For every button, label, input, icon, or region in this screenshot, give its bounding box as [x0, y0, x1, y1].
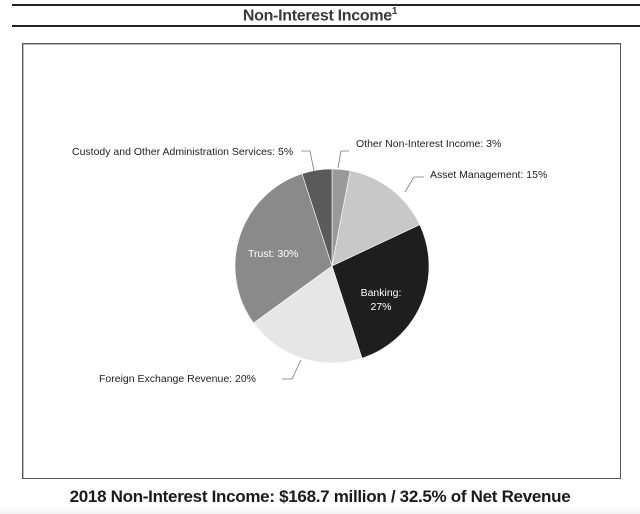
label-asset: Asset Management: 15% — [430, 169, 547, 181]
label-other: Other Non-Interest Income: 3% — [356, 138, 501, 150]
pie-slice-asset-management — [331, 170, 421, 267]
leader-custody — [301, 150, 315, 172]
pie-slice-foreign-exchange-revenue — [253, 265, 363, 364]
top-rule — [12, 4, 640, 6]
pie-slice-banking — [331, 224, 430, 359]
leader-lines — [282, 150, 424, 380]
pie-slice-custody-and-other-administration-services — [301, 168, 333, 267]
title-underline — [12, 25, 640, 27]
bottom-edge — [0, 506, 640, 514]
leader-other — [337, 150, 349, 169]
label-banking-line2: 27% — [370, 301, 391, 313]
leader-fx — [282, 359, 302, 380]
title-text: Non-Interest Income — [242, 7, 392, 25]
label-trust: Trust: 30% — [248, 248, 298, 260]
pie-slice-trust — [234, 173, 333, 324]
label-banking-line1: Banking: — [361, 287, 402, 299]
summary-caption: 2018 Non-Interest Income: $168.7 million… — [69, 487, 571, 506]
leader-asset — [404, 176, 424, 193]
title-footnote: 1 — [391, 6, 398, 17]
page-title: Non-Interest Income1 — [0, 6, 640, 25]
label-custody: Custody and Other Administration Service… — [72, 146, 293, 158]
pie-slices — [234, 168, 430, 364]
label-fx: Foreign Exchange Revenue: 20% — [99, 373, 256, 385]
